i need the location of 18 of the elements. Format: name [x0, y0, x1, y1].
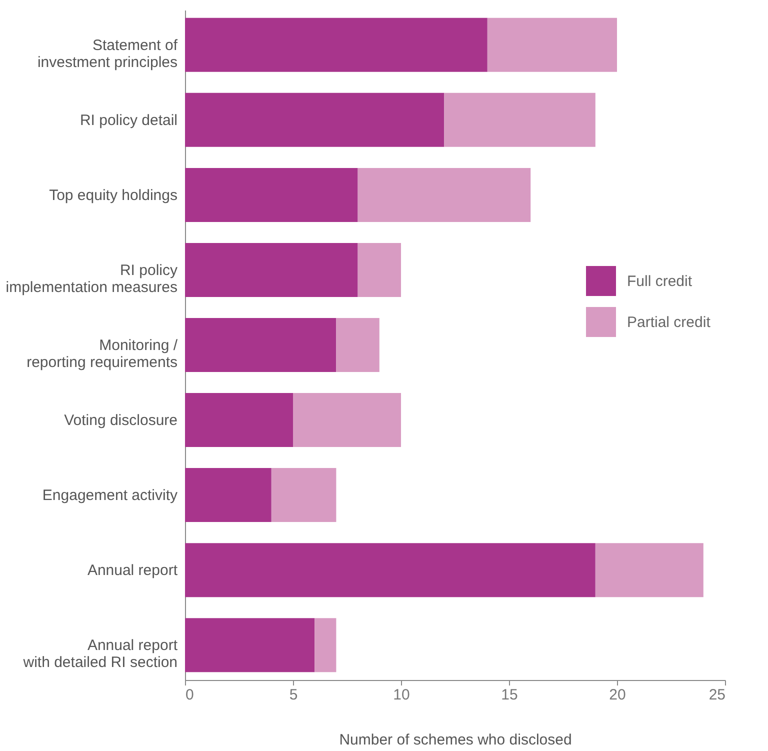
x-axis-title: Number of schemes who disclosed [339, 732, 572, 748]
x-tick-label: 0 [186, 686, 194, 704]
y-tick-label: Engagement activity [42, 487, 178, 504]
y-tick-label: RI policy detail [80, 112, 178, 129]
y-tick-label: Annual report [87, 562, 178, 580]
x-tick-label: 25 [708, 686, 726, 704]
legend-label: Partial credit [627, 314, 712, 331]
y-tick-label: Statement of investment principles [37, 36, 178, 71]
y-tick-label: Top equity holdings [49, 186, 178, 204]
y-tick-label: Annual report with detailed RI section [22, 637, 178, 672]
x-tick-label: 15 [501, 686, 518, 704]
x-tick-label: 20 [609, 686, 626, 704]
y-tick-label: RI policy implementation measures [6, 262, 178, 296]
x-tick-label: 10 [393, 686, 410, 704]
y-tick-label: Voting disclosure [64, 412, 178, 430]
y-tick-label: Monitoring / reporting requirements [26, 337, 178, 371]
x-tick-label: 5 [289, 686, 298, 704]
legend-label: Full credit [627, 273, 693, 290]
